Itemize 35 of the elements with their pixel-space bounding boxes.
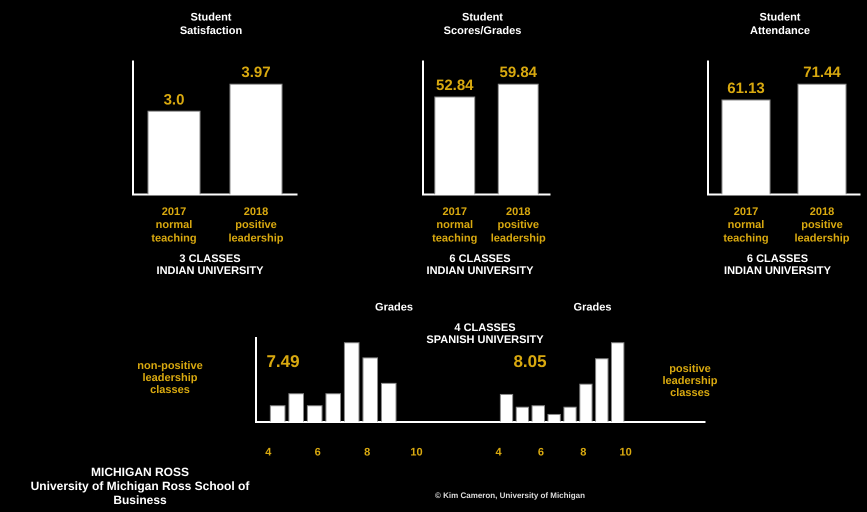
chart-title: Grades bbox=[375, 302, 413, 314]
x-tick-label: 6 bbox=[538, 446, 544, 458]
data-label: 71.44 bbox=[803, 64, 842, 82]
chart-title: Student Attendance bbox=[750, 12, 810, 37]
text: 6 CLASSES INDIAN UNIVERSITY bbox=[426, 253, 534, 277]
data-label: 52.84 bbox=[436, 77, 474, 94]
x-tick-label: 2017 normal teaching bbox=[151, 206, 197, 244]
x-tick-label: 4 bbox=[496, 446, 503, 458]
chart-title: Student Satisfaction bbox=[180, 12, 242, 37]
data-label: 3.0 bbox=[164, 91, 184, 108]
text: 3 CLASSES INDIAN UNIVERSITY bbox=[156, 253, 264, 277]
annotation: positive leadership classes bbox=[661, 363, 719, 399]
annotation: 7.49 bbox=[265, 352, 301, 372]
annotation: 8.05 bbox=[512, 352, 548, 372]
text: MICHIGAN ROSS University of Michigan Ross School of Business bbox=[30, 465, 250, 507]
data-label: 59.84 bbox=[499, 64, 538, 82]
x-tick-label: 8 bbox=[580, 446, 586, 458]
data-label: 3.97 bbox=[241, 64, 271, 82]
x-tick-label: 2017 normal teaching bbox=[432, 206, 478, 244]
x-tick-label: 4 bbox=[265, 446, 272, 458]
text: © Kim Cameron, University of Michigan bbox=[434, 491, 586, 500]
x-tick-label: 2017 normal teaching bbox=[723, 206, 769, 244]
text: 6 CLASSES INDIAN UNIVERSITY bbox=[723, 253, 832, 277]
x-tick-label: 2018 positive leadership bbox=[794, 206, 850, 244]
x-tick-label: 10 bbox=[619, 446, 632, 458]
chart-title: Student Scores/Grades bbox=[444, 12, 522, 37]
x-tick-label: 6 bbox=[314, 446, 321, 458]
text: non-positive leadership classes bbox=[136, 360, 204, 396]
data-label: 61.13 bbox=[727, 80, 765, 98]
chart-title: Grades bbox=[574, 302, 612, 314]
x-tick-label: 2018 positive leadership bbox=[228, 206, 284, 244]
annotation: 4 CLASSES SPANISH UNIVERSITY bbox=[425, 322, 545, 346]
x-tick-label: 8 bbox=[364, 446, 370, 458]
x-tick-label: 10 bbox=[410, 446, 423, 458]
x-tick-label: 2018 positive leadership bbox=[490, 206, 546, 244]
